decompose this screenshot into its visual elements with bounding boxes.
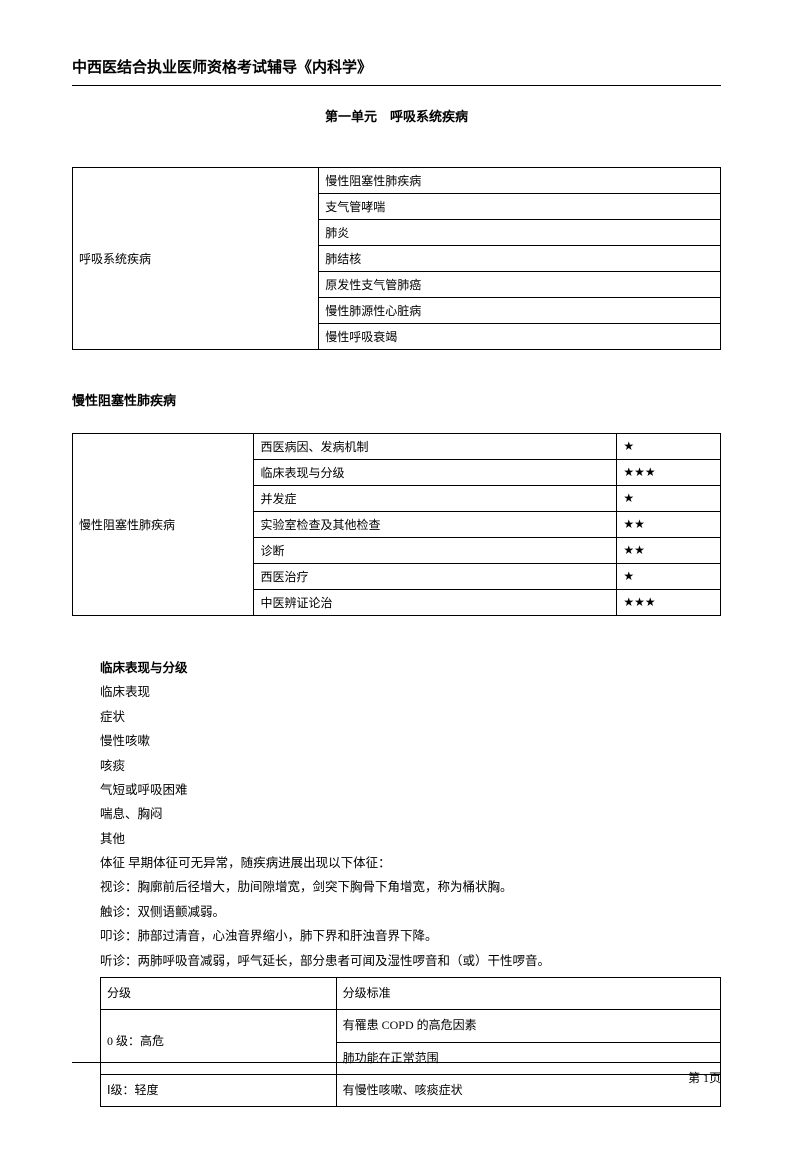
page-footer: 第 1页 xyxy=(72,1062,721,1086)
clinical-line: 视诊：胸廓前后径增大，肋间隙增宽，剑突下胸骨下角增宽，称为桶状胸。 xyxy=(100,875,721,899)
page-title: 中西医结合执业医师资格考试辅导《内科学》 xyxy=(72,56,721,86)
table-diseases: 呼吸系统疾病慢性阻塞性肺疾病支气管哮喘肺炎肺结核原发性支气管肺癌慢性肺源性心脏病… xyxy=(72,167,721,350)
clinical-line: 体征 早期体征可无异常，随疾病进展出现以下体征： xyxy=(100,851,721,875)
stars-cell: ★ xyxy=(617,486,721,512)
header-cell: 分级标准 xyxy=(336,977,720,1009)
clinical-line: 气短或呼吸困难 xyxy=(100,778,721,802)
clinical-line: 听诊：两肺呼吸音减弱，呼气延长，部分患者可闻及湿性啰音和（或）干性啰音。 xyxy=(100,949,721,973)
topic-cell: 诊断 xyxy=(254,538,617,564)
item-cell: 肺结核 xyxy=(319,246,721,272)
stars-cell: ★ xyxy=(617,564,721,590)
item-cell: 慢性呼吸衰竭 xyxy=(319,324,721,350)
stars-cell: ★★ xyxy=(617,538,721,564)
clinical-line: 慢性咳嗽 xyxy=(100,729,721,753)
header-cell: 分级 xyxy=(101,977,337,1009)
stars-cell: ★ xyxy=(617,434,721,460)
clinical-block: 临床表现与分级 临床表现症状慢性咳嗽咳痰气短或呼吸困难喘息、胸闷其他体征 早期体… xyxy=(72,656,721,1107)
stars-cell: ★★★ xyxy=(617,460,721,486)
topic-cell: 实验室检查及其他检查 xyxy=(254,512,617,538)
page-number: 第 1页 xyxy=(688,1071,721,1085)
topic-cell: 并发症 xyxy=(254,486,617,512)
topic-cell: 西医病因、发病机制 xyxy=(254,434,617,460)
table-header-row: 分级分级标准 xyxy=(101,977,721,1009)
category-cell: 慢性阻塞性肺疾病 xyxy=(73,434,254,616)
clinical-line: 喘息、胸闷 xyxy=(100,802,721,826)
stars-cell: ★★★ xyxy=(617,590,721,616)
clinical-heading: 临床表现与分级 xyxy=(100,656,721,680)
topic-cell: 临床表现与分级 xyxy=(254,460,617,486)
item-cell: 慢性阻塞性肺疾病 xyxy=(319,168,721,194)
item-cell: 慢性肺源性心脏病 xyxy=(319,298,721,324)
clinical-line: 叩诊：肺部过清音，心浊音界缩小，肺下界和肝浊音界下降。 xyxy=(100,924,721,948)
category-cell: 呼吸系统疾病 xyxy=(73,168,319,350)
clinical-line: 咳痰 xyxy=(100,754,721,778)
section-heading-copd: 慢性阻塞性肺疾病 xyxy=(72,390,721,409)
clinical-line: 症状 xyxy=(100,705,721,729)
unit-title: 第一单元 呼吸系统疾病 xyxy=(72,106,721,125)
table-row: 0 级：高危有罹患 COPD 的高危因素 xyxy=(101,1010,721,1042)
clinical-line: 其他 xyxy=(100,827,721,851)
stars-cell: ★★ xyxy=(617,512,721,538)
topic-cell: 中医辨证论治 xyxy=(254,590,617,616)
table-copd-topics: 慢性阻塞性肺疾病西医病因、发病机制★临床表现与分级★★★并发症★实验室检查及其他… xyxy=(72,433,721,616)
clinical-line: 临床表现 xyxy=(100,680,721,704)
item-cell: 原发性支气管肺癌 xyxy=(319,272,721,298)
std-cell: 有罹患 COPD 的高危因素 xyxy=(336,1010,720,1042)
item-cell: 肺炎 xyxy=(319,220,721,246)
table-row: 慢性阻塞性肺疾病西医病因、发病机制★ xyxy=(73,434,721,460)
table-row: 呼吸系统疾病慢性阻塞性肺疾病 xyxy=(73,168,721,194)
topic-cell: 西医治疗 xyxy=(254,564,617,590)
item-cell: 支气管哮喘 xyxy=(319,194,721,220)
clinical-line: 触诊：双侧语颤减弱。 xyxy=(100,900,721,924)
table-grading: 分级分级标准0 级：高危有罹患 COPD 的高危因素肺功能在正常范围Ⅰ级：轻度有… xyxy=(100,977,721,1108)
